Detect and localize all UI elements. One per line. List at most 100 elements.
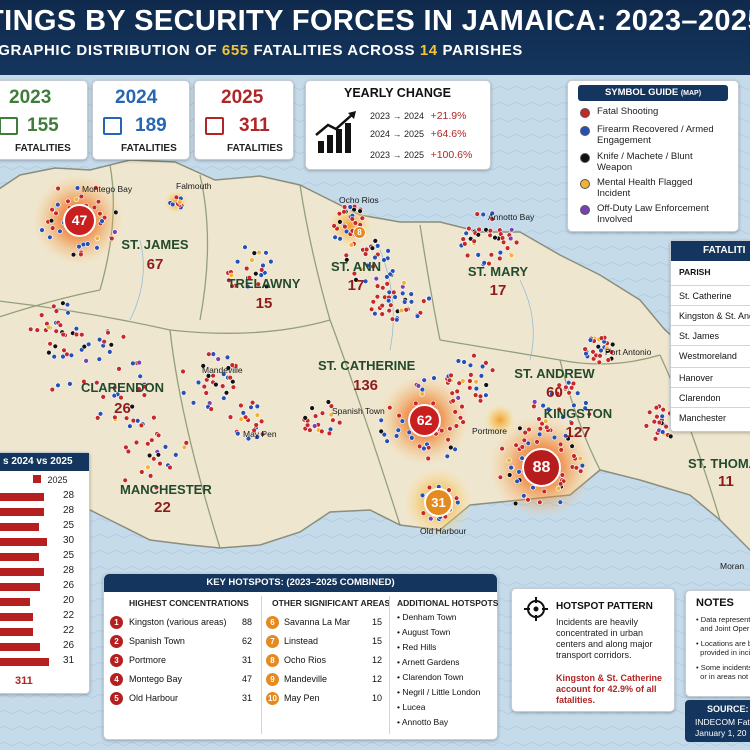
incident-dot xyxy=(381,257,387,263)
rank-badge-icon: 1 xyxy=(110,616,123,629)
incident-dot xyxy=(583,400,589,406)
incident-dot xyxy=(487,228,494,234)
subtitle-number: 655 xyxy=(221,42,249,59)
rank-badge-icon: 4 xyxy=(110,673,123,686)
incident-dot xyxy=(116,366,122,372)
table-cell: Westmoreland xyxy=(679,351,737,361)
incident-dot xyxy=(468,372,474,378)
incident-dot xyxy=(543,424,550,431)
incident-dot xyxy=(170,201,176,208)
incident-dot xyxy=(245,436,252,442)
comparison-bar xyxy=(0,508,44,516)
comparison-bar-value: 20 xyxy=(63,595,75,606)
year-card-label: FATALITIES xyxy=(227,143,283,154)
hotspot-pattern-title: HOTSPOT PATTERN xyxy=(556,601,653,612)
incident-dot xyxy=(341,204,348,210)
year-card-value: 189 xyxy=(135,115,167,136)
incident-dot xyxy=(540,402,546,409)
comparison-title: s 2024 vs 2025 xyxy=(3,456,73,467)
off-duty-dot-icon xyxy=(580,205,590,215)
incident-dot xyxy=(431,375,437,381)
incident-dot xyxy=(137,373,143,379)
incident-dot xyxy=(536,416,542,422)
incident-dot xyxy=(472,392,479,398)
hotspot-count: 47 xyxy=(241,674,252,684)
incident-dot xyxy=(586,411,592,417)
incident-dot xyxy=(450,398,456,404)
incident-dot xyxy=(135,418,141,424)
incident-dot xyxy=(416,443,423,450)
symbol-guide-title: SYMBOL GUIDE xyxy=(604,87,679,98)
comparison-total: 311 xyxy=(15,675,33,687)
incident-dot xyxy=(268,258,274,265)
hotspot-name: Mandeville xyxy=(284,674,328,684)
incident-dot xyxy=(559,472,566,478)
comparison-bar-value: 26 xyxy=(63,580,75,591)
incident-dot xyxy=(105,330,111,336)
table-row: Clarendon xyxy=(671,387,750,408)
comparison-bar xyxy=(0,658,49,666)
incident-dot xyxy=(215,356,221,362)
town-falmouth: Falmouth xyxy=(176,181,212,191)
incident-dot xyxy=(467,385,473,391)
incident-dot xyxy=(391,289,397,296)
incident-dot xyxy=(386,308,392,314)
incident-dot xyxy=(499,446,505,452)
hotspot-marker-value: 8 xyxy=(357,228,362,237)
incident-dot xyxy=(358,266,364,272)
hotspot-marker-montego-bay[interactable]: 47 xyxy=(63,204,96,237)
incident-dot xyxy=(508,252,515,259)
incident-dot xyxy=(516,469,522,475)
hotspot-marker-ocho-rios[interactable]: 8 xyxy=(353,226,366,239)
knife-dot-icon xyxy=(580,153,590,163)
incident-dot xyxy=(566,390,572,396)
incident-dot xyxy=(242,244,248,250)
incident-dot xyxy=(47,234,53,241)
parish-value-st-james: 67 xyxy=(146,256,164,273)
incident-dot xyxy=(381,431,387,438)
incident-dot xyxy=(133,439,140,446)
incident-dot xyxy=(227,374,233,381)
incident-dot xyxy=(123,415,130,421)
incident-dot xyxy=(462,241,468,247)
hotspot-name: Montego Bay xyxy=(129,674,183,684)
town-montego-bay: Montego Bay xyxy=(82,184,133,194)
incident-dot xyxy=(385,248,391,254)
incident-dot xyxy=(453,423,460,429)
hotspot-marker-spanish-town[interactable]: 62 xyxy=(408,404,441,437)
incident-dot xyxy=(225,365,232,371)
incident-dot xyxy=(574,390,581,396)
incident-dot xyxy=(95,199,102,205)
incident-dot xyxy=(531,403,537,410)
incident-dot xyxy=(91,204,98,211)
change-period: 2023 → 2025 xyxy=(370,150,425,160)
incident-dot xyxy=(504,245,511,251)
incident-dot xyxy=(254,434,260,440)
incident-dot xyxy=(489,216,495,222)
incident-dot xyxy=(221,371,227,377)
incident-dot xyxy=(663,423,669,430)
incident-dot xyxy=(513,239,520,246)
incident-dot xyxy=(449,390,455,396)
incident-dot xyxy=(61,347,67,353)
incident-dot xyxy=(108,342,115,348)
incident-dot xyxy=(359,215,365,221)
hotspot-marker-kingston[interactable]: 88 xyxy=(522,448,561,487)
incident-dot xyxy=(46,349,52,356)
bullet-icon: • xyxy=(397,642,403,652)
symbol-guide-suffix: (MAP) xyxy=(680,90,702,97)
incident-dot xyxy=(151,414,157,421)
incident-dot xyxy=(155,452,162,458)
incident-dot xyxy=(85,341,92,347)
town-moran: Moran xyxy=(720,561,745,571)
hotspot-marker-old-harbour[interactable]: 31 xyxy=(424,488,453,517)
town-annotto-bay: Annotto Bay xyxy=(488,212,535,222)
incident-dot xyxy=(568,420,575,426)
symbol-guide-header: SYMBOL GUIDE (MAP) xyxy=(578,85,728,101)
fatalities-table-title: FATALITI xyxy=(703,245,746,256)
change-value: +21.9% xyxy=(430,110,467,122)
note-line: • Some incidents or in areas not xyxy=(696,663,750,681)
note-text: Data represent xyxy=(700,615,750,624)
comparison-bar xyxy=(0,583,40,591)
incident-dot xyxy=(653,405,660,411)
